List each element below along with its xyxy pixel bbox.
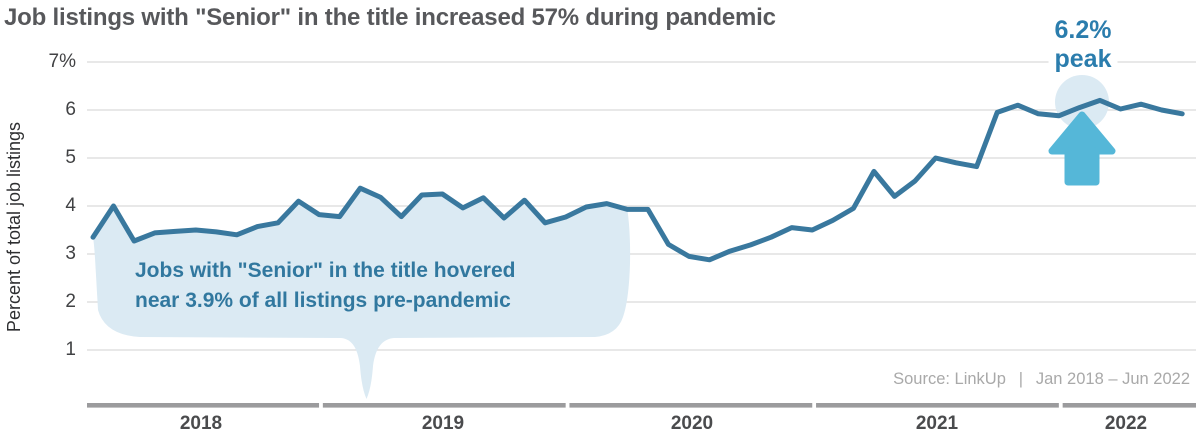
x-year-label: 2021 (915, 413, 959, 434)
x-axis-segment (87, 403, 320, 408)
peak-word-label: peak (1048, 45, 1118, 73)
source-note: Source: LinkUp | Jan 2018 – Jun 2022 (893, 370, 1190, 388)
x-year-label: 2020 (670, 413, 714, 434)
y-tick-label: 7% (48, 51, 76, 72)
y-tick-label: 3 (65, 243, 76, 264)
annotation-line-2: near 3.9% of all listings pre-pandemic (135, 289, 511, 312)
y-tick-label: 6 (65, 99, 76, 120)
chart-title: Job listings with "Senior" in the title … (4, 4, 776, 31)
y-tick-label: 2 (65, 291, 76, 312)
peak-halo-circle (1055, 75, 1109, 129)
y-tick-label: 1 (65, 339, 76, 360)
annotation-line-1: Jobs with "Senior" in the title hovered (135, 259, 516, 282)
annotation-bubble-shape (93, 188, 631, 399)
x-axis-segment (816, 403, 1059, 408)
x-axis-segment (569, 403, 813, 408)
x-year-label: 2019 (421, 413, 465, 434)
data-line (90, 97, 1185, 263)
y-axis-title: Percent of total job listings (4, 121, 24, 333)
y-tick-label: 4 (65, 195, 76, 216)
pre-pandemic-annotation: Jobs with "Senior" in the title hovered … (135, 256, 515, 316)
y-tick-label: 5 (65, 147, 76, 168)
x-axis-segment (322, 403, 566, 408)
x-year-label: 2022 (1104, 413, 1148, 434)
peak-up-arrow (1048, 111, 1116, 186)
x-year-label: 2018 (179, 413, 223, 434)
peak-value-label: 6.2% (1048, 16, 1118, 44)
x-axis-segment (1062, 403, 1196, 408)
peak-annotation: 6.2% peak (1048, 16, 1118, 74)
